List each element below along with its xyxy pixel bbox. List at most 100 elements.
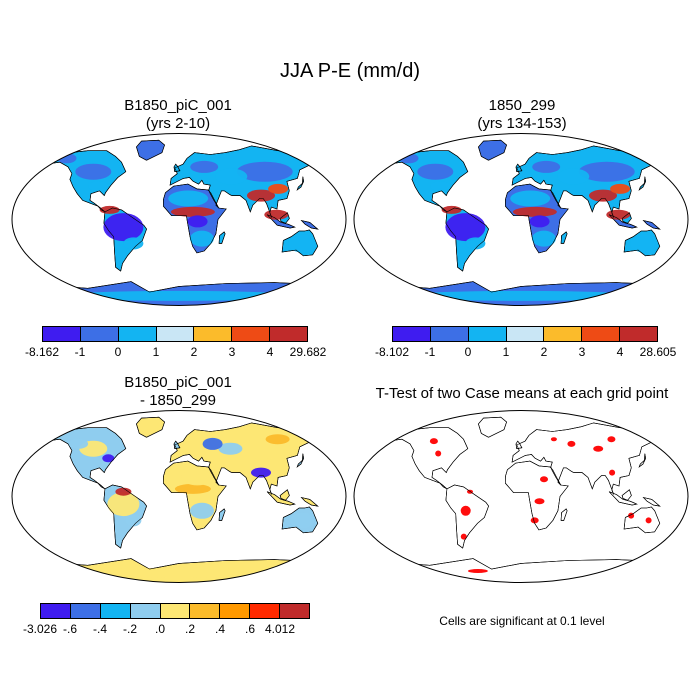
colorbar-tick-label: 0 — [464, 345, 472, 359]
colorbar-1 — [42, 326, 308, 342]
field-patch — [125, 514, 142, 527]
colorbar-swatch — [430, 327, 469, 341]
field-patch — [59, 290, 299, 301]
field-patch — [218, 442, 243, 455]
colorbar-swatch — [582, 327, 621, 341]
colorbar-tick-label: -1 — [424, 345, 436, 359]
field-patch — [589, 189, 617, 202]
coastline-samerica — [445, 484, 489, 549]
coastline-indonesia — [608, 491, 638, 506]
field-patch — [123, 237, 144, 250]
field-patch — [460, 533, 467, 540]
coastline-borneo — [279, 212, 290, 224]
colorbar-tick-label: .2 — [184, 622, 196, 636]
field-patch — [531, 230, 556, 247]
globe-outline — [353, 410, 689, 583]
colorbar-2-labels: -8.102 -1 0 1 2 3 4 28.605 — [375, 345, 676, 361]
field-patch — [181, 469, 214, 486]
colorbar-1-labels: -8.162 -1 0 1 2 3 4 29.682 — [25, 345, 326, 361]
map-panel-1 — [11, 133, 347, 306]
colorbar-tick-label: .4 — [214, 622, 226, 636]
coastline-newguinea — [300, 219, 319, 230]
colorbar-tick-label: .0 — [154, 622, 166, 636]
field-patch — [265, 434, 290, 445]
field-patch — [606, 209, 631, 220]
colorbar-tick-label: -3.026 — [22, 622, 58, 636]
colorbar-tick-label: 2 — [540, 345, 548, 359]
colorbar-tick-label: -.6 — [62, 622, 78, 636]
colorbar-swatch — [250, 604, 281, 618]
coastline-borneo — [279, 489, 290, 501]
colorbar-swatch — [118, 327, 157, 341]
field-patch — [268, 183, 289, 194]
map-panel-2 — [353, 133, 689, 306]
colorbar-swatch — [160, 604, 191, 618]
coastline-indonesia — [266, 491, 296, 506]
field-patch — [550, 437, 557, 442]
colorbar-tick-label: .6 — [244, 622, 256, 636]
field-patch — [607, 436, 616, 443]
coastline-africa — [504, 460, 569, 531]
panel-2-title-line1: 1850_299 — [488, 97, 556, 114]
colorbar-3 — [40, 603, 310, 619]
field-patch — [288, 234, 316, 253]
field-patch — [540, 476, 548, 483]
panel-4-title: T-Test of two Case means at each grid po… — [342, 385, 700, 403]
colorbar-tick-label: 4.012 — [264, 622, 296, 636]
coastline-uk — [173, 440, 181, 450]
colorbar-swatch — [80, 327, 119, 341]
coastline-greenland — [478, 416, 507, 438]
field-patch — [530, 517, 539, 524]
coastline-madagascar — [560, 231, 568, 244]
coastline-africa — [162, 460, 227, 531]
map-panel-4 — [353, 410, 689, 583]
coastline-borneo — [621, 212, 632, 224]
colorbar-swatch — [190, 604, 221, 618]
coastline-namerica — [386, 427, 469, 490]
coastline-japan — [638, 453, 647, 468]
colorbar-swatch — [220, 604, 251, 618]
colorbar-tick-label: -.2 — [122, 622, 138, 636]
colorbar-tick-label: 2 — [190, 345, 198, 359]
colorbar-swatch — [70, 604, 101, 618]
colorbar-tick-label: -8.102 — [374, 345, 410, 359]
panel-3-title: B1850_piC_001 - 1850_299 — [8, 374, 348, 410]
field-patch — [88, 181, 109, 192]
colorbar-tick-label: -.4 — [92, 622, 108, 636]
field-patch — [578, 161, 635, 182]
colorbar-tick-label: 4 — [616, 345, 624, 359]
coastline-japan — [638, 176, 647, 191]
colorbar-swatch — [468, 327, 507, 341]
field-patch — [510, 190, 551, 207]
field-patch — [534, 498, 545, 505]
coastline-australia — [281, 506, 319, 534]
panel-1-title-line2: (yrs 2-10) — [145, 115, 211, 132]
field-patch — [557, 168, 590, 185]
field-patch — [190, 502, 214, 519]
coastline-australia — [623, 506, 661, 534]
colorbar-swatch — [43, 327, 81, 341]
field-patch — [189, 230, 214, 247]
significance-note: Cells are significant at 0.1 level — [439, 614, 605, 628]
coastline-madagascar — [560, 508, 568, 521]
colorbar-swatch — [194, 327, 233, 341]
field-patch — [465, 237, 486, 250]
field-patch — [630, 234, 658, 253]
field-patch — [610, 183, 631, 194]
coastline-japan — [296, 453, 305, 468]
colorbar-swatch — [393, 327, 431, 341]
colorbar-2 — [392, 326, 658, 342]
coastline-eurasia — [169, 422, 322, 495]
coastline-indonesia — [608, 214, 638, 229]
coastline-africa — [162, 183, 227, 254]
field-patch — [68, 438, 89, 449]
colorbar-swatch — [130, 604, 161, 618]
coastline-eurasia — [169, 145, 322, 218]
main-title: JJA P-E (mm/d) — [279, 60, 420, 82]
coastline-namerica — [44, 150, 127, 213]
colorbar-swatch — [270, 327, 308, 341]
field-patch — [567, 440, 576, 447]
colorbar-swatch — [156, 327, 195, 341]
field-patch — [251, 467, 271, 478]
coastline-africa — [504, 183, 569, 254]
